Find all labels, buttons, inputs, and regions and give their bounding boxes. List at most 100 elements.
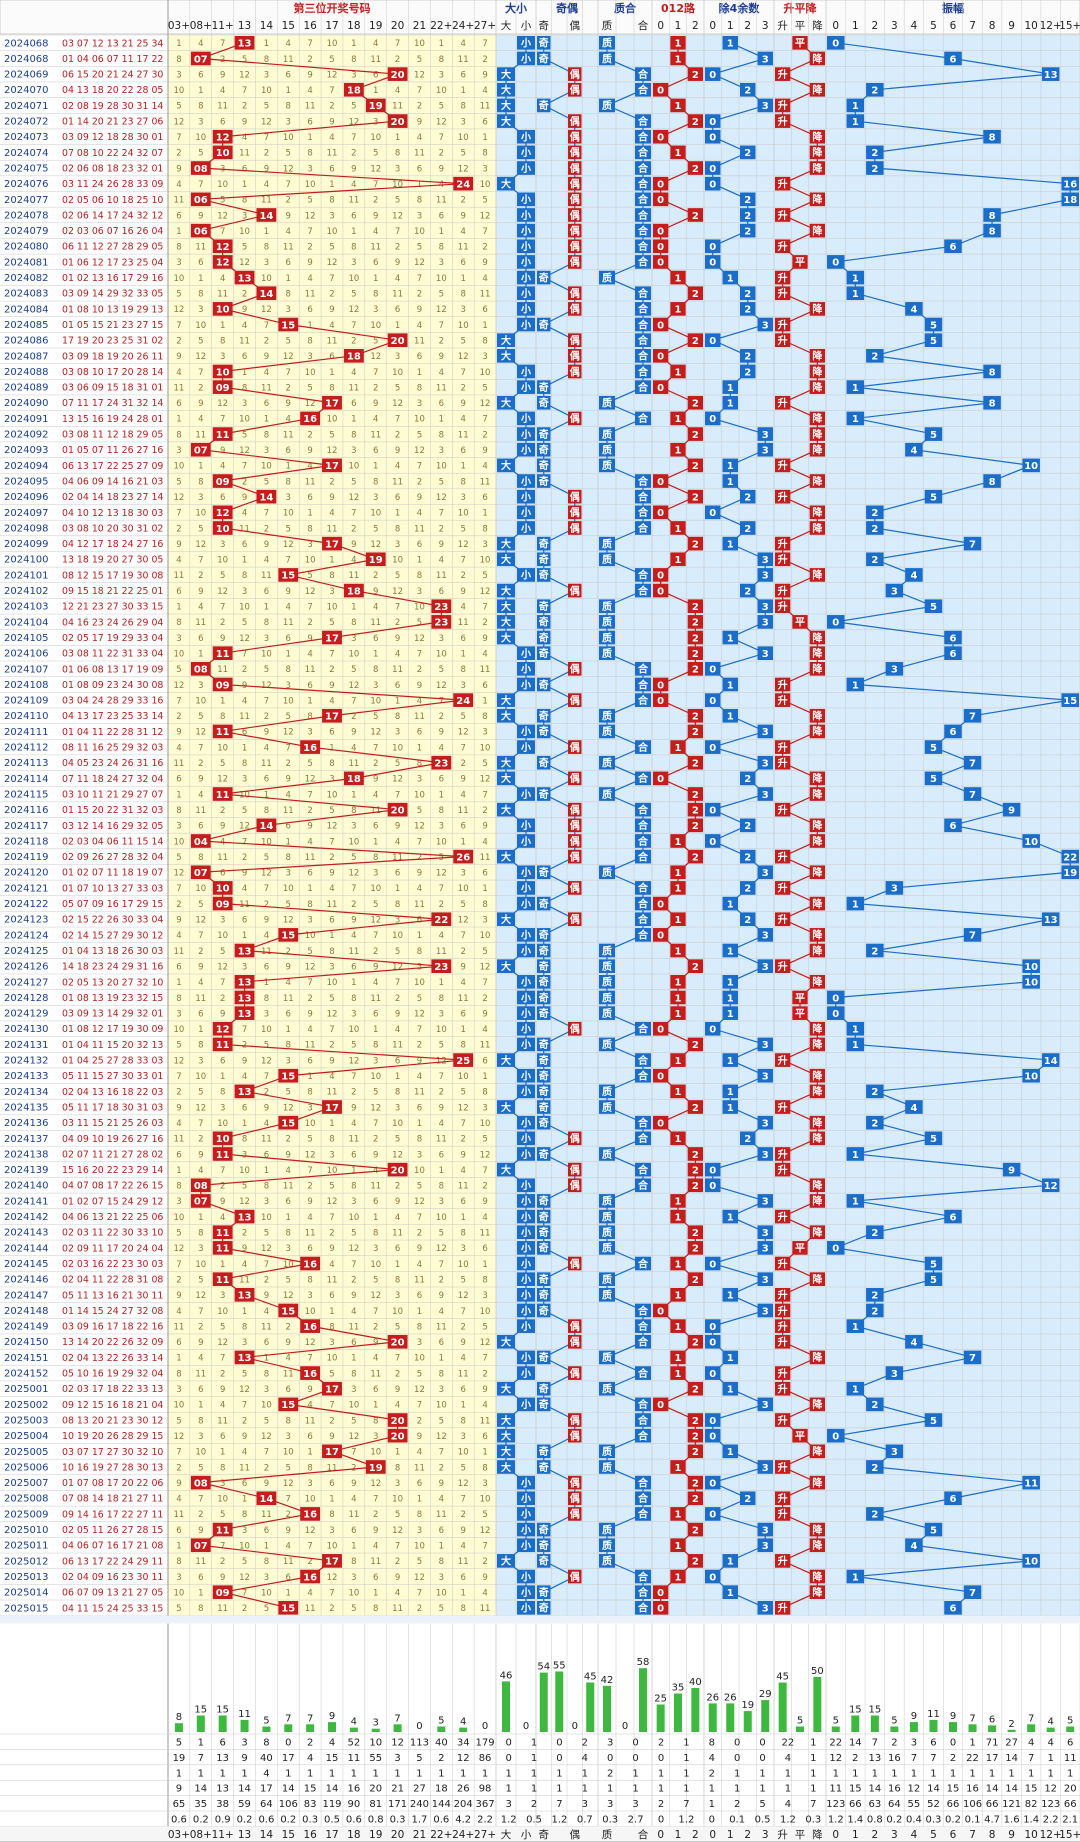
stat-middle-cell: 3: [582, 1799, 588, 1810]
stat-bar: [890, 1726, 899, 1732]
miss-count: 11: [370, 806, 381, 816]
amplitude-label: 2: [871, 164, 878, 175]
stat-bar: [761, 1700, 770, 1732]
size-mark: [497, 82, 515, 97]
stat-amp-cell: 12: [908, 1784, 921, 1795]
size-label: 大: [501, 84, 511, 97]
miss-count: 11: [239, 524, 250, 534]
stat-middle-cell: 22: [782, 1738, 795, 1749]
third-value-label: 13: [238, 978, 252, 989]
miss-count: 11: [195, 806, 206, 816]
miss-count: 12: [195, 352, 206, 362]
miss-count: 5: [351, 290, 356, 300]
issue-number: 2024117: [4, 821, 49, 832]
miss-count: 9: [482, 1009, 487, 1019]
trend-label: 降: [812, 224, 823, 237]
road-label: 2: [692, 1557, 699, 1568]
miss-count: 9: [460, 587, 465, 597]
stat-amp-cell: 82: [1025, 1799, 1038, 1810]
col-label-road: 1: [675, 20, 682, 32]
miss-count: 7: [264, 509, 269, 519]
stat-amp-cell: 0.3: [926, 1815, 942, 1826]
issue-number: 2024078: [4, 210, 49, 221]
prime-label: 质: [602, 537, 612, 550]
miss-count: 12: [458, 1291, 469, 1301]
miss-count: 9: [373, 1526, 378, 1536]
miss-count: 12: [239, 822, 250, 832]
miss-count: 6: [373, 258, 378, 268]
stat-middle-cell: 1: [658, 1768, 664, 1779]
issue-number: 2025006: [4, 1462, 49, 1473]
amplitude-label: 1: [852, 1025, 859, 1036]
miss-count: 3: [220, 1479, 225, 1489]
size-label: 小: [520, 381, 531, 394]
miss-count: 10: [261, 649, 272, 659]
amplitude-label: 6: [950, 649, 957, 660]
third-value-label: 12: [216, 508, 230, 519]
stat-bar: [174, 1723, 183, 1732]
size-label: 大: [501, 616, 511, 629]
third-value-mark: [212, 1037, 233, 1052]
miss-count: 4: [220, 1401, 225, 1411]
parity-mark: [568, 208, 582, 222]
miss-count: 4: [482, 1213, 487, 1223]
miss-count: 8: [242, 759, 247, 769]
stat-middle-cell: 4: [785, 1799, 791, 1810]
size-label: 大: [501, 1336, 511, 1349]
trend-label: 升: [778, 459, 788, 472]
miss-count: 5: [220, 571, 225, 581]
issue-number: 2024106: [4, 649, 49, 660]
miss-count: 12: [348, 869, 359, 879]
amplitude-label: 5: [930, 743, 937, 754]
miss-count: 7: [482, 415, 487, 425]
miss-count: 9: [176, 1103, 181, 1113]
size-label: 小: [520, 240, 531, 253]
miss-count: 11: [458, 806, 469, 816]
road-label: 1: [675, 1510, 682, 1521]
stat-middle-cell: 0: [658, 1815, 664, 1826]
miss-count: 10: [480, 556, 491, 566]
miss-count: 4: [439, 931, 444, 941]
stat-amp-cell: 0.1: [965, 1815, 981, 1826]
road-mark: [653, 255, 669, 269]
stat-bar: [691, 1688, 700, 1732]
draw-numbers: 02 05 06 10 18 25 10: [62, 195, 163, 206]
size-label: 小: [520, 1116, 531, 1129]
mod4-label: 0: [709, 1478, 716, 1489]
miss-count: 8: [373, 853, 378, 863]
miss-count: 4: [329, 1072, 334, 1082]
miss-count: 8: [264, 430, 269, 440]
issue-number: 2024091: [4, 414, 49, 425]
miss-count: 3: [351, 1197, 356, 1207]
stat-middle-cell: 3: [607, 1799, 613, 1810]
draw-numbers: 08 12 15 17 19 30 08: [62, 570, 163, 581]
size-label: 小: [520, 741, 531, 754]
miss-count: 11: [480, 102, 491, 112]
miss-count: 10: [327, 415, 338, 425]
issue-number: 2024097: [4, 508, 49, 519]
miss-count: 5: [417, 1369, 422, 1379]
trend-label: 升: [778, 1336, 788, 1349]
stat-amp-cell: 71: [986, 1738, 999, 1749]
miss-count: 4: [220, 1213, 225, 1223]
parity-label: 奇: [539, 976, 549, 989]
parity-label: 偶: [569, 131, 580, 144]
miss-count: 10: [392, 368, 403, 378]
mod4-label: 3: [762, 1197, 769, 1208]
amplitude-label: 7: [969, 759, 976, 770]
parity-label: 奇: [539, 1070, 549, 1083]
draw-numbers: 04 13 18 20 22 28 05: [62, 85, 163, 96]
mod4-label: 1: [727, 946, 734, 957]
miss-count: 12: [348, 1432, 359, 1442]
prime-label: 合: [637, 1320, 649, 1333]
miss-count: 3: [395, 1291, 400, 1301]
draw-numbers: 04 05 23 24 26 31 16: [62, 758, 163, 769]
issue-number: 2024102: [4, 586, 49, 597]
amplitude-mark: [983, 208, 1001, 222]
prime-label: 合: [637, 1023, 649, 1036]
amplitude-mark: [944, 239, 962, 254]
miss-count: 6: [439, 775, 444, 785]
miss-count: 10: [436, 837, 447, 847]
miss-count: 6: [417, 916, 422, 926]
draw-numbers: 03 08 11 22 31 33 04: [62, 649, 163, 660]
